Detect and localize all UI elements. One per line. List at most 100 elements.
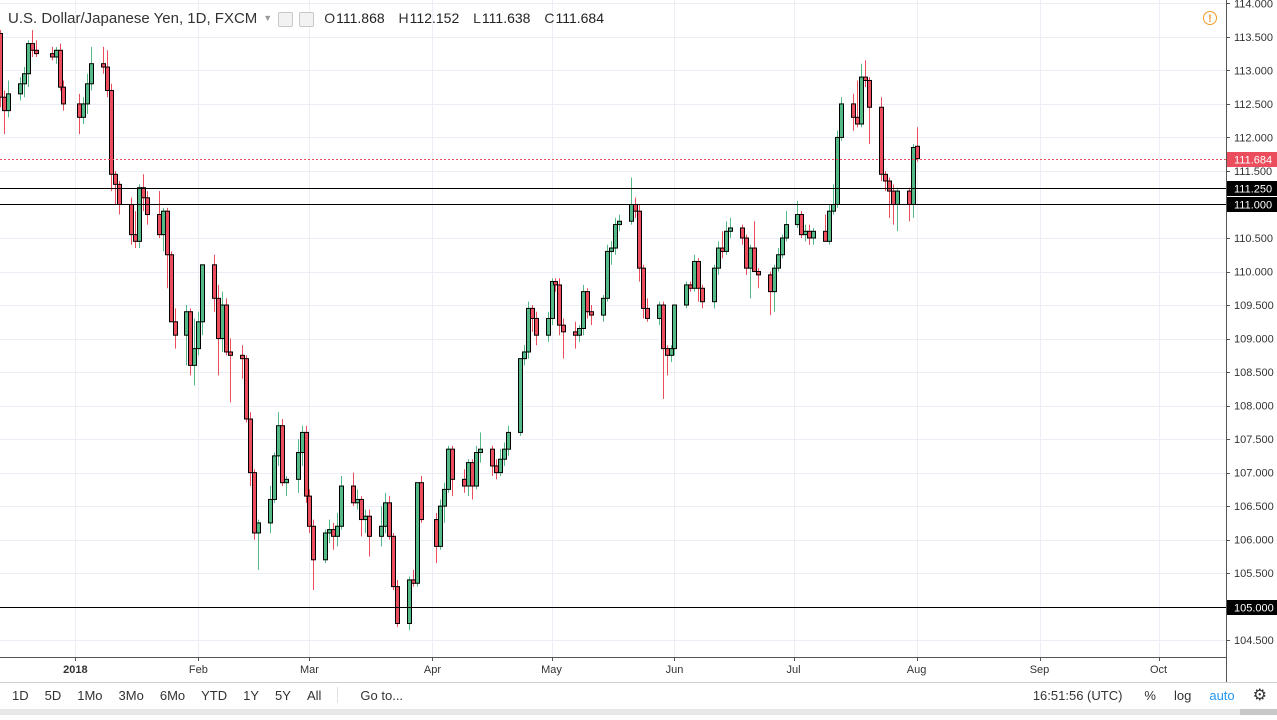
candle-body[interactable] — [311, 525, 316, 561]
candle-body[interactable] — [807, 230, 812, 239]
candle-body[interactable] — [724, 230, 729, 252]
candle-body[interactable] — [411, 579, 416, 584]
candle-body[interactable] — [387, 502, 392, 537]
settings-small-icon[interactable] — [299, 11, 315, 27]
candle-body[interactable] — [609, 247, 614, 252]
visibility-icon[interactable] — [278, 11, 294, 27]
candle-body[interactable] — [30, 43, 35, 51]
candle-body[interactable] — [58, 49, 63, 88]
candle-body[interactable] — [490, 448, 495, 467]
candle-body[interactable] — [26, 43, 31, 75]
range-all-button[interactable]: All — [306, 687, 322, 703]
candle-body[interactable] — [863, 76, 868, 81]
candle-body[interactable] — [272, 455, 277, 500]
horizontal-scrollbar[interactable] — [0, 709, 1277, 715]
candle-body[interactable] — [839, 103, 844, 138]
candle-body[interactable] — [851, 103, 856, 118]
candle-body[interactable] — [355, 498, 360, 504]
candle-body[interactable] — [300, 431, 305, 454]
candle-body[interactable] — [77, 103, 82, 118]
candle-body[interactable] — [81, 103, 86, 118]
candle-body[interactable] — [776, 254, 781, 269]
candle-body[interactable] — [712, 267, 717, 303]
candle-body[interactable] — [684, 284, 689, 306]
candle-body[interactable] — [661, 304, 666, 350]
scrollbar-thumb[interactable] — [1240, 709, 1277, 715]
candle-body[interactable] — [192, 348, 197, 366]
range-1y-button[interactable]: 1Y — [243, 687, 260, 703]
candle-body[interactable] — [561, 324, 566, 333]
alert-icon[interactable]: ! — [1203, 11, 1217, 25]
candle-body[interactable] — [133, 234, 138, 242]
candle-body[interactable] — [617, 220, 622, 226]
candle-body[interactable] — [530, 307, 535, 319]
candle-body[interactable] — [89, 63, 94, 85]
candle-body[interactable] — [784, 224, 789, 239]
candle-body[interactable] — [589, 311, 594, 316]
candle-body[interactable] — [165, 210, 170, 256]
auto-scale-button[interactable]: auto — [1209, 687, 1235, 703]
candle-body[interactable] — [780, 237, 785, 256]
candle-body[interactable] — [672, 304, 677, 350]
candle-body[interactable] — [240, 354, 245, 360]
candle-body[interactable] — [546, 317, 551, 336]
candle-body[interactable] — [18, 83, 23, 95]
candle-body[interactable] — [799, 214, 804, 236]
candle-body[interactable] — [867, 79, 872, 108]
candle-body[interactable] — [502, 448, 507, 460]
candle-body[interactable] — [557, 284, 562, 326]
candle-body[interactable] — [248, 418, 253, 474]
candle-body[interactable] — [823, 230, 828, 242]
candle-body[interactable] — [2, 96, 7, 112]
candle-body[interactable] — [335, 525, 340, 537]
candle-body[interactable] — [363, 515, 368, 521]
candle-body[interactable] — [498, 458, 503, 474]
candle-body[interactable] — [907, 190, 912, 205]
candle-body[interactable] — [835, 136, 840, 205]
candle-body[interactable] — [573, 331, 578, 336]
candle-body[interactable] — [744, 237, 749, 269]
chevron-down-icon[interactable]: ▼ — [263, 13, 273, 23]
candle-body[interactable] — [696, 260, 701, 289]
candle-body[interactable] — [895, 190, 900, 205]
candle-body[interactable] — [855, 116, 860, 125]
candle-body[interactable] — [756, 271, 761, 276]
candle-body[interactable] — [811, 230, 816, 239]
candle-body[interactable] — [276, 425, 281, 457]
log-scale-button[interactable]: log — [1173, 687, 1192, 703]
candle-body[interactable] — [879, 106, 884, 175]
candle-body[interactable] — [61, 86, 66, 105]
candle-body[interactable] — [518, 358, 523, 433]
range-1d-button[interactable]: 1D — [12, 687, 29, 703]
candle-body[interactable] — [339, 485, 344, 527]
candle-body[interactable] — [379, 525, 384, 537]
candle-body[interactable] — [629, 203, 634, 222]
candle-body[interactable] — [859, 76, 864, 125]
candle-body[interactable] — [228, 351, 233, 356]
candle-body[interactable] — [327, 529, 332, 534]
candle-body[interactable] — [419, 482, 424, 521]
utc-clock[interactable]: 16:51:56 (UTC) — [1032, 687, 1123, 703]
range-5d-button[interactable]: 5D — [44, 687, 62, 703]
candle-body[interactable] — [728, 227, 733, 232]
range-ytd-button[interactable]: YTD — [201, 687, 228, 703]
range-1mo-button[interactable]: 1Mo — [77, 687, 103, 703]
candle-body[interactable] — [109, 90, 114, 175]
candle-body[interactable] — [803, 230, 808, 236]
candle-body[interactable] — [256, 522, 261, 534]
candle-body[interactable] — [831, 203, 836, 212]
candle-body[interactable] — [280, 425, 285, 484]
candle-body[interactable] — [446, 448, 451, 490]
candle-body[interactable] — [351, 485, 356, 504]
candle-body[interactable] — [6, 93, 11, 112]
candle-body[interactable] — [224, 304, 229, 353]
candle-body[interactable] — [105, 66, 110, 92]
candle-body[interactable] — [54, 49, 59, 58]
candle-body[interactable] — [688, 284, 693, 289]
candle-body[interactable] — [200, 264, 205, 323]
candle-body[interactable] — [891, 190, 896, 205]
candle-body[interactable] — [740, 227, 745, 239]
candle-body[interactable] — [434, 519, 439, 547]
goto-button[interactable]: Go to... — [360, 687, 404, 703]
candle-body[interactable] — [141, 187, 146, 199]
